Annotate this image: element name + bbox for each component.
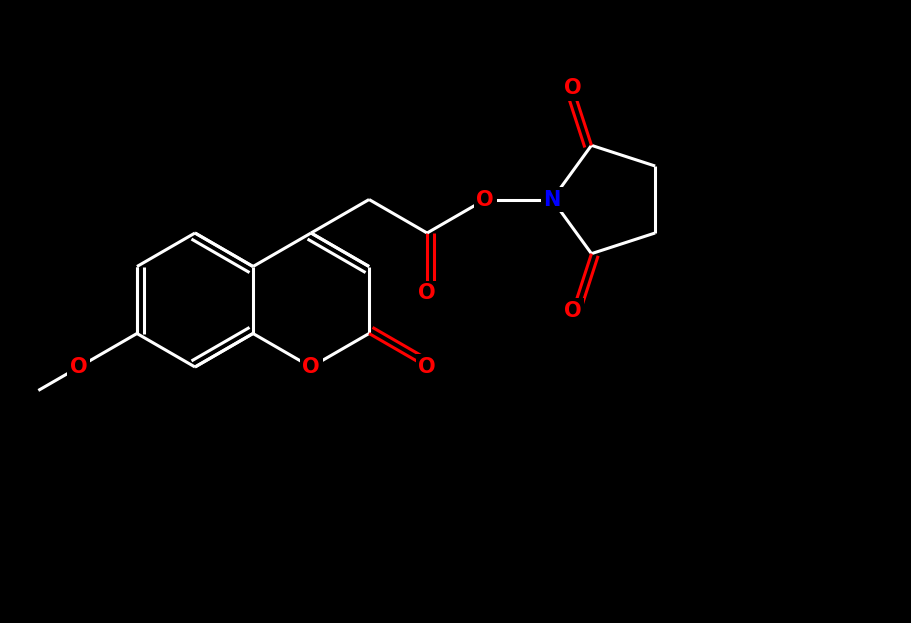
Text: O: O — [418, 283, 435, 303]
Text: O: O — [302, 357, 320, 377]
Text: O: O — [563, 78, 581, 98]
Text: O: O — [563, 301, 581, 321]
Text: O: O — [418, 357, 435, 377]
Text: O: O — [70, 357, 87, 377]
Text: N: N — [543, 189, 560, 209]
Text: O: O — [476, 189, 494, 209]
